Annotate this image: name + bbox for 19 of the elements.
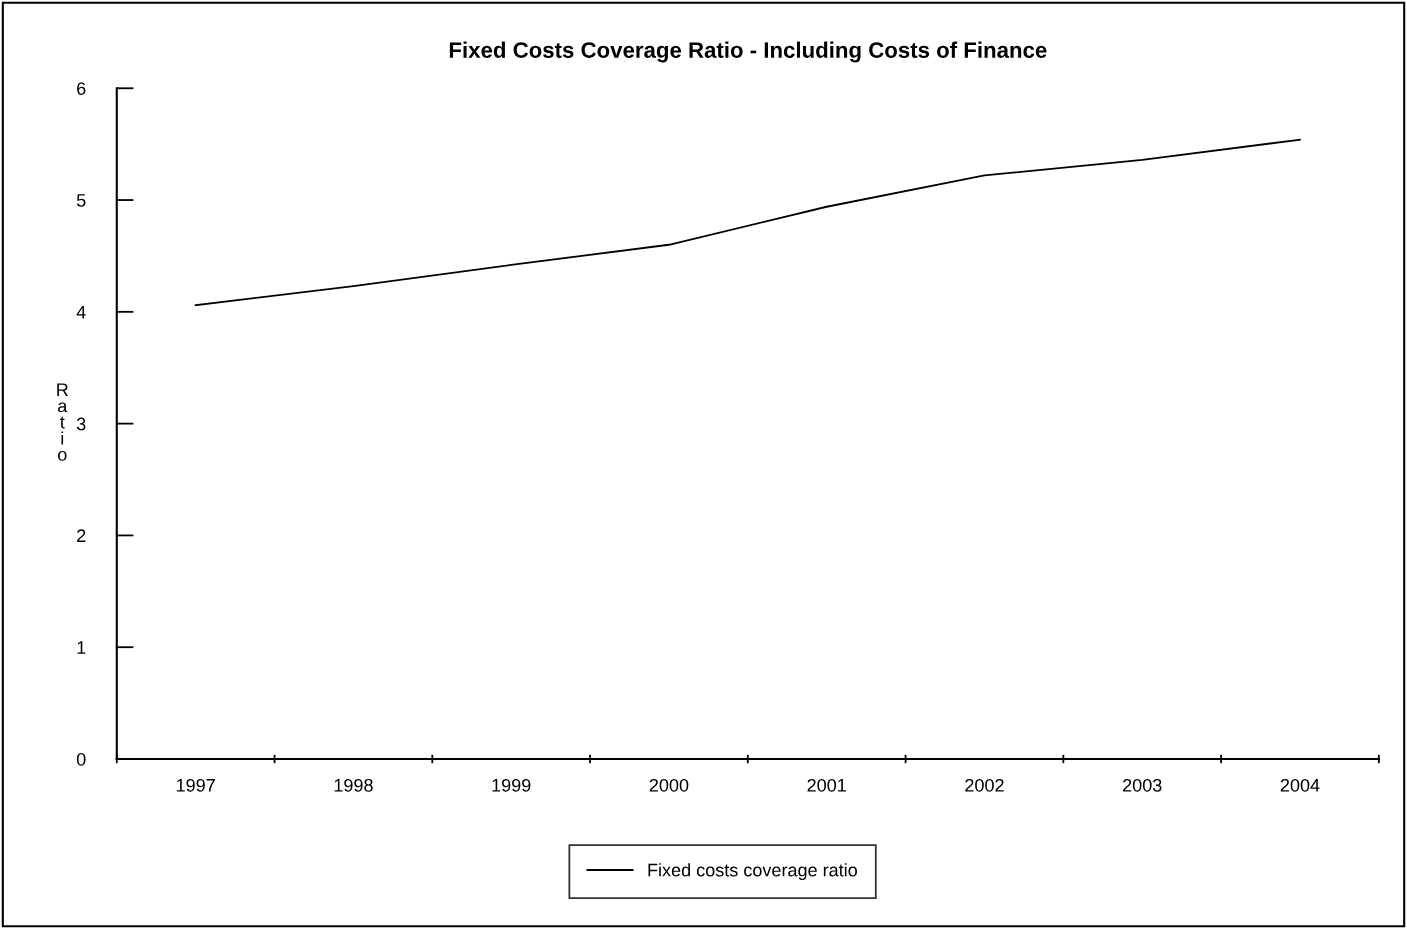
y-tick-label: 2 [77, 529, 86, 542]
chart-title: Fixed Costs Coverage Ratio - Including Costs of Finance [449, 41, 1047, 63]
x-tick-label: 2000 [649, 778, 689, 792]
x-tick-label: 1999 [492, 778, 531, 792]
y-tick-label: 5 [76, 194, 86, 207]
x-tick-label: 1997 [176, 778, 215, 792]
line-series [194, 138, 1301, 307]
x-tick-label: 2002 [965, 778, 1004, 792]
x-tick-label: 2001 [807, 778, 846, 792]
y-tick-label: 4 [76, 305, 86, 319]
legend-label: Fixed costs coverage ratio [648, 863, 857, 881]
x-tick-label: 1998 [334, 778, 373, 792]
y-axis-title: Ratio [57, 383, 68, 461]
x-tick-label: 2004 [1280, 778, 1320, 792]
x-tick-label: 2003 [1123, 778, 1162, 792]
y-tick-label: 6 [77, 82, 86, 95]
y-tick-label: 0 [76, 752, 86, 766]
y-tick-label: 1 [77, 641, 86, 654]
y-tick-label: 3 [76, 417, 86, 431]
